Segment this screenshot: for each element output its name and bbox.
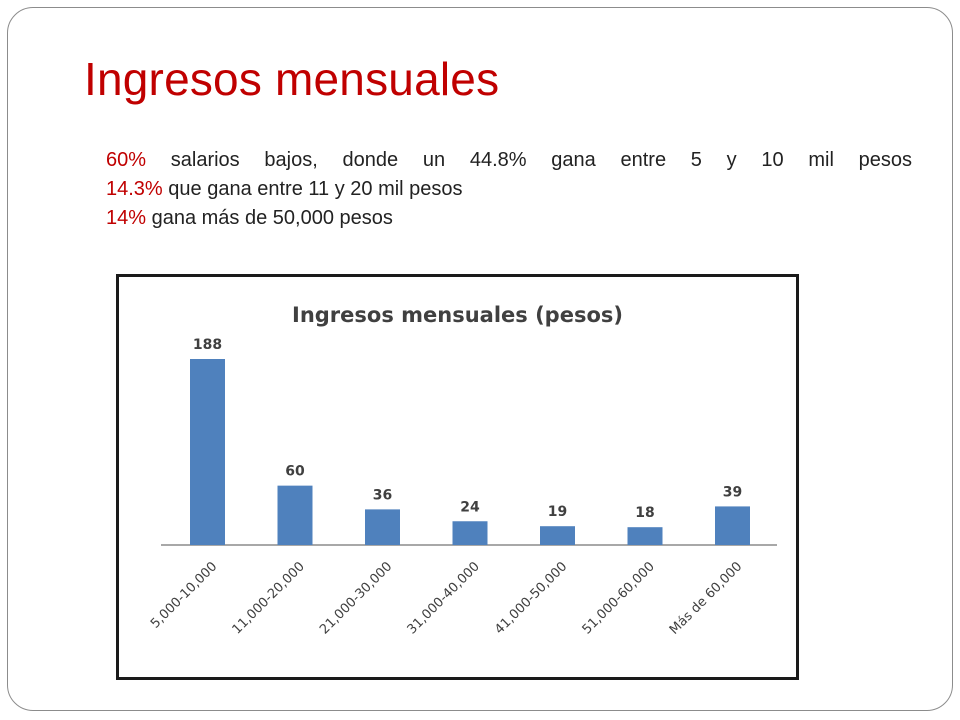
bullet-2-highlight: 14.3% <box>106 178 163 200</box>
bar-3 <box>365 509 400 545</box>
bullet-line-2: 14.3% que gana entre 11 y 20 mil pesos <box>106 175 912 204</box>
bar-7 <box>715 506 750 545</box>
bullet-3-text: gana más de 50,000 pesos <box>146 207 393 229</box>
bar-4 <box>452 521 488 545</box>
slide-title: Ingresos mensuales <box>84 53 500 105</box>
bar-6 <box>627 527 663 545</box>
data-label-6: 18 <box>635 505 654 521</box>
chart-plot: 188 5,000-10,000 60 11,000-20,000 36 21,000-3… <box>148 337 777 638</box>
category-label-3: 21,000-30,000 <box>317 559 395 637</box>
category-label-7: Más de 60,000 <box>667 559 745 637</box>
category-label-1: 5,000-10,000 <box>148 559 220 631</box>
bar-2 <box>277 485 313 545</box>
data-label-4: 24 <box>460 499 480 515</box>
category-label-4: 31,000-40,000 <box>405 559 483 637</box>
data-label-1: 188 <box>193 337 222 353</box>
chart-title: Ingresos mensuales (pesos) <box>292 303 623 327</box>
data-label-3: 36 <box>373 487 392 503</box>
category-label-6: 51,000-60,000 <box>580 559 658 637</box>
category-label-2: 11,000-20,000 <box>230 559 308 637</box>
data-label-5: 19 <box>548 504 567 520</box>
data-label-2: 60 <box>285 464 305 480</box>
bullet-line-3: 14% gana más de 50,000 pesos <box>106 204 912 233</box>
bar-5 <box>540 526 575 545</box>
bullet-list: 60% salarios bajos, donde un 44.8% gana … <box>106 146 912 233</box>
bullet-2-text: que gana entre 11 y 20 mil pesos <box>162 178 463 200</box>
bullet-1-highlight: 60% <box>106 149 147 171</box>
bullet-line-1: 60% salarios bajos, donde un 44.8% gana … <box>106 146 912 175</box>
bullet-1-text: salarios bajos, donde un 44.8% gana entr… <box>146 149 912 171</box>
data-label-7: 39 <box>723 484 742 500</box>
category-label-5: 41,000-50,000 <box>492 559 570 637</box>
bar-1 <box>190 359 225 545</box>
bullet-3-highlight: 14% <box>106 207 147 229</box>
bar-chart: Ingresos mensuales (pesos) 188 5,000-10,0… <box>116 274 799 680</box>
